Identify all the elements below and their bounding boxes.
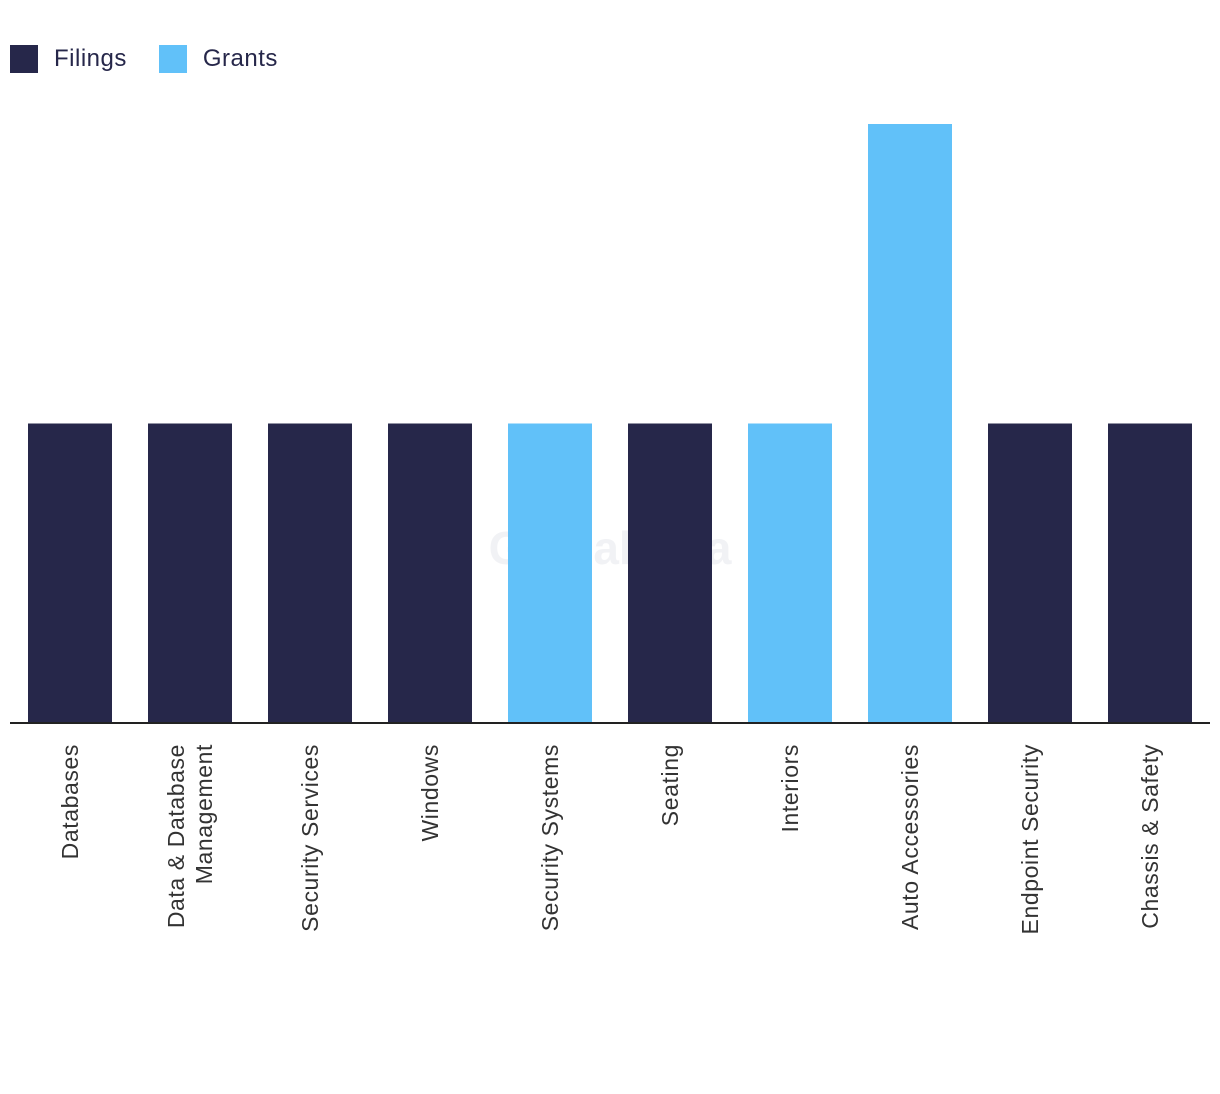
x-tick-label-line: Windows	[417, 744, 443, 842]
bar-auto-accessories[interactable]	[868, 124, 952, 723]
x-tick-label-line: Management	[191, 744, 217, 884]
x-tick-label-line: Security Systems	[537, 744, 563, 931]
bar-security-services[interactable]	[268, 423, 352, 724]
bar-windows[interactable]	[388, 423, 472, 724]
x-tick-label-line: Interiors	[777, 744, 803, 832]
x-tick-label: Data & Database Management	[163, 744, 217, 928]
bar-chassis-safety[interactable]	[1108, 423, 1192, 724]
bars-group	[28, 124, 1192, 723]
bar-security-systems[interactable]	[508, 423, 592, 724]
legend-label-filings: Filings	[54, 45, 127, 72]
x-tick-label-line: Auto Accessories	[897, 744, 923, 930]
x-tick-label: Windows	[417, 744, 443, 842]
legend-swatch-grants	[158, 45, 187, 73]
legend-label-grants: Grants	[202, 45, 278, 72]
legend-item-grants[interactable]: Grants	[158, 45, 278, 73]
chart-legend: Filings Grants	[10, 44, 310, 74]
x-tick-label: Security Services	[297, 744, 323, 932]
x-tick-label: Databases	[57, 744, 83, 859]
x-tick-labels: Databases Data & Database Management Securi…	[57, 744, 1163, 934]
x-tick-label-line: Seating	[657, 744, 683, 826]
x-tick-label: Security Systems	[537, 744, 563, 931]
x-tick-label: Interiors	[777, 744, 803, 832]
bar-seating[interactable]	[628, 423, 712, 724]
bar-databases[interactable]	[28, 423, 112, 724]
x-tick-label: Auto Accessories	[897, 744, 923, 930]
bar-interiors[interactable]	[748, 423, 832, 724]
bar-endpoint-security[interactable]	[988, 423, 1072, 724]
x-tick-label-line: Databases	[57, 744, 83, 859]
x-tick-label-line: Chassis & Safety	[1137, 744, 1163, 929]
legend-swatch-filings	[10, 45, 38, 73]
x-tick-label-line: Security Services	[297, 744, 323, 932]
bar-data-database-management[interactable]	[148, 423, 232, 724]
legend-item-filings[interactable]: Filings	[10, 45, 127, 73]
x-tick-label-line: Data & Database	[163, 744, 189, 928]
x-tick-label: Endpoint Security	[1017, 744, 1043, 934]
x-tick-label-line: Endpoint Security	[1017, 744, 1043, 934]
x-tick-label: Chassis & Safety	[1137, 744, 1163, 929]
x-tick-label: Seating	[657, 744, 683, 826]
